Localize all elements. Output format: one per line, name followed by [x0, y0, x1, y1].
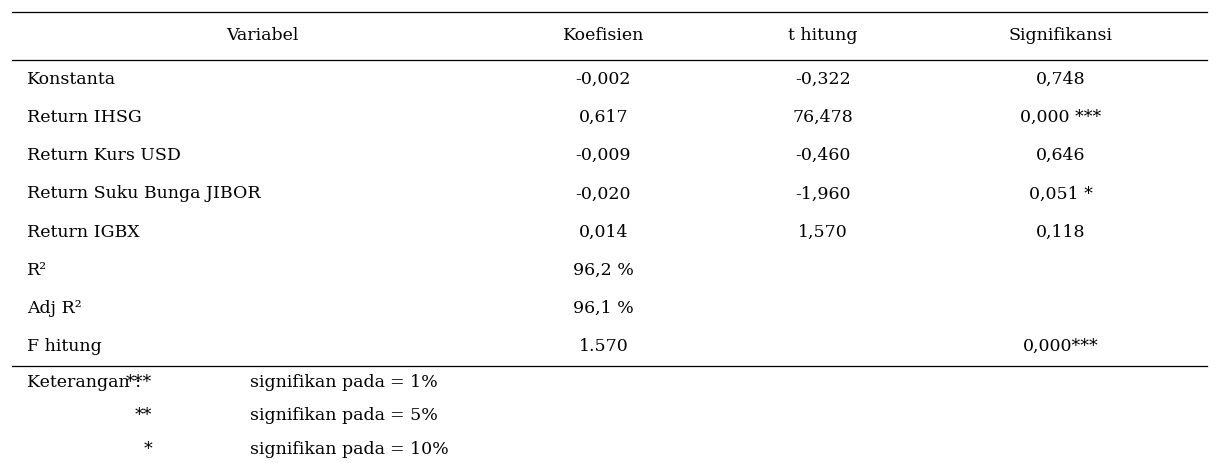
Text: = 10%: = 10% — [390, 441, 449, 457]
Text: 0,748: 0,748 — [1036, 71, 1085, 88]
Text: = 5%: = 5% — [390, 407, 438, 424]
Text: 0,000 ***: 0,000 *** — [1020, 109, 1101, 126]
Text: Koefisien: Koefisien — [563, 27, 644, 44]
Text: -0,322: -0,322 — [795, 71, 851, 88]
Text: 96,2 %: 96,2 % — [573, 262, 634, 279]
Text: Variabel: Variabel — [226, 27, 299, 44]
Text: t hitung: t hitung — [787, 27, 858, 44]
Text: signifikan pada: signifikan pada — [250, 407, 385, 424]
Text: -1,960: -1,960 — [795, 185, 851, 202]
Text: 1.570: 1.570 — [579, 338, 628, 355]
Text: **: ** — [135, 407, 152, 424]
Text: -0,002: -0,002 — [575, 71, 631, 88]
Text: R²: R² — [27, 262, 48, 279]
Text: F hitung: F hitung — [27, 338, 101, 355]
Text: 0,118: 0,118 — [1036, 224, 1085, 241]
Text: -0,020: -0,020 — [575, 185, 631, 202]
Text: 0,014: 0,014 — [579, 224, 628, 241]
Text: 76,478: 76,478 — [792, 109, 853, 126]
Text: 0,000***: 0,000*** — [1023, 338, 1098, 355]
Text: Return IGBX: Return IGBX — [27, 224, 139, 241]
Text: 0,051 *: 0,051 * — [1029, 185, 1092, 202]
Text: ***: *** — [126, 374, 152, 391]
Text: 0,646: 0,646 — [1036, 147, 1085, 164]
Text: *: * — [144, 441, 152, 457]
Text: Adj R²: Adj R² — [27, 300, 82, 317]
Text: signifikan pada: signifikan pada — [250, 441, 385, 457]
Text: -0,460: -0,460 — [795, 147, 851, 164]
Text: signifikan pada: signifikan pada — [250, 374, 385, 391]
Text: 1,570: 1,570 — [798, 224, 847, 241]
Text: 0,617: 0,617 — [579, 109, 628, 126]
Text: 96,1 %: 96,1 % — [573, 300, 634, 317]
Text: Konstanta: Konstanta — [27, 71, 116, 88]
Text: = 1%: = 1% — [390, 374, 438, 391]
Text: Return Kurs USD: Return Kurs USD — [27, 147, 180, 164]
Text: Signifikansi: Signifikansi — [1008, 27, 1113, 44]
Text: Return Suku Bunga JIBOR: Return Suku Bunga JIBOR — [27, 185, 261, 202]
Text: Return IHSG: Return IHSG — [27, 109, 141, 126]
Text: -0,009: -0,009 — [575, 147, 631, 164]
Text: Keterangan :: Keterangan : — [27, 374, 141, 391]
